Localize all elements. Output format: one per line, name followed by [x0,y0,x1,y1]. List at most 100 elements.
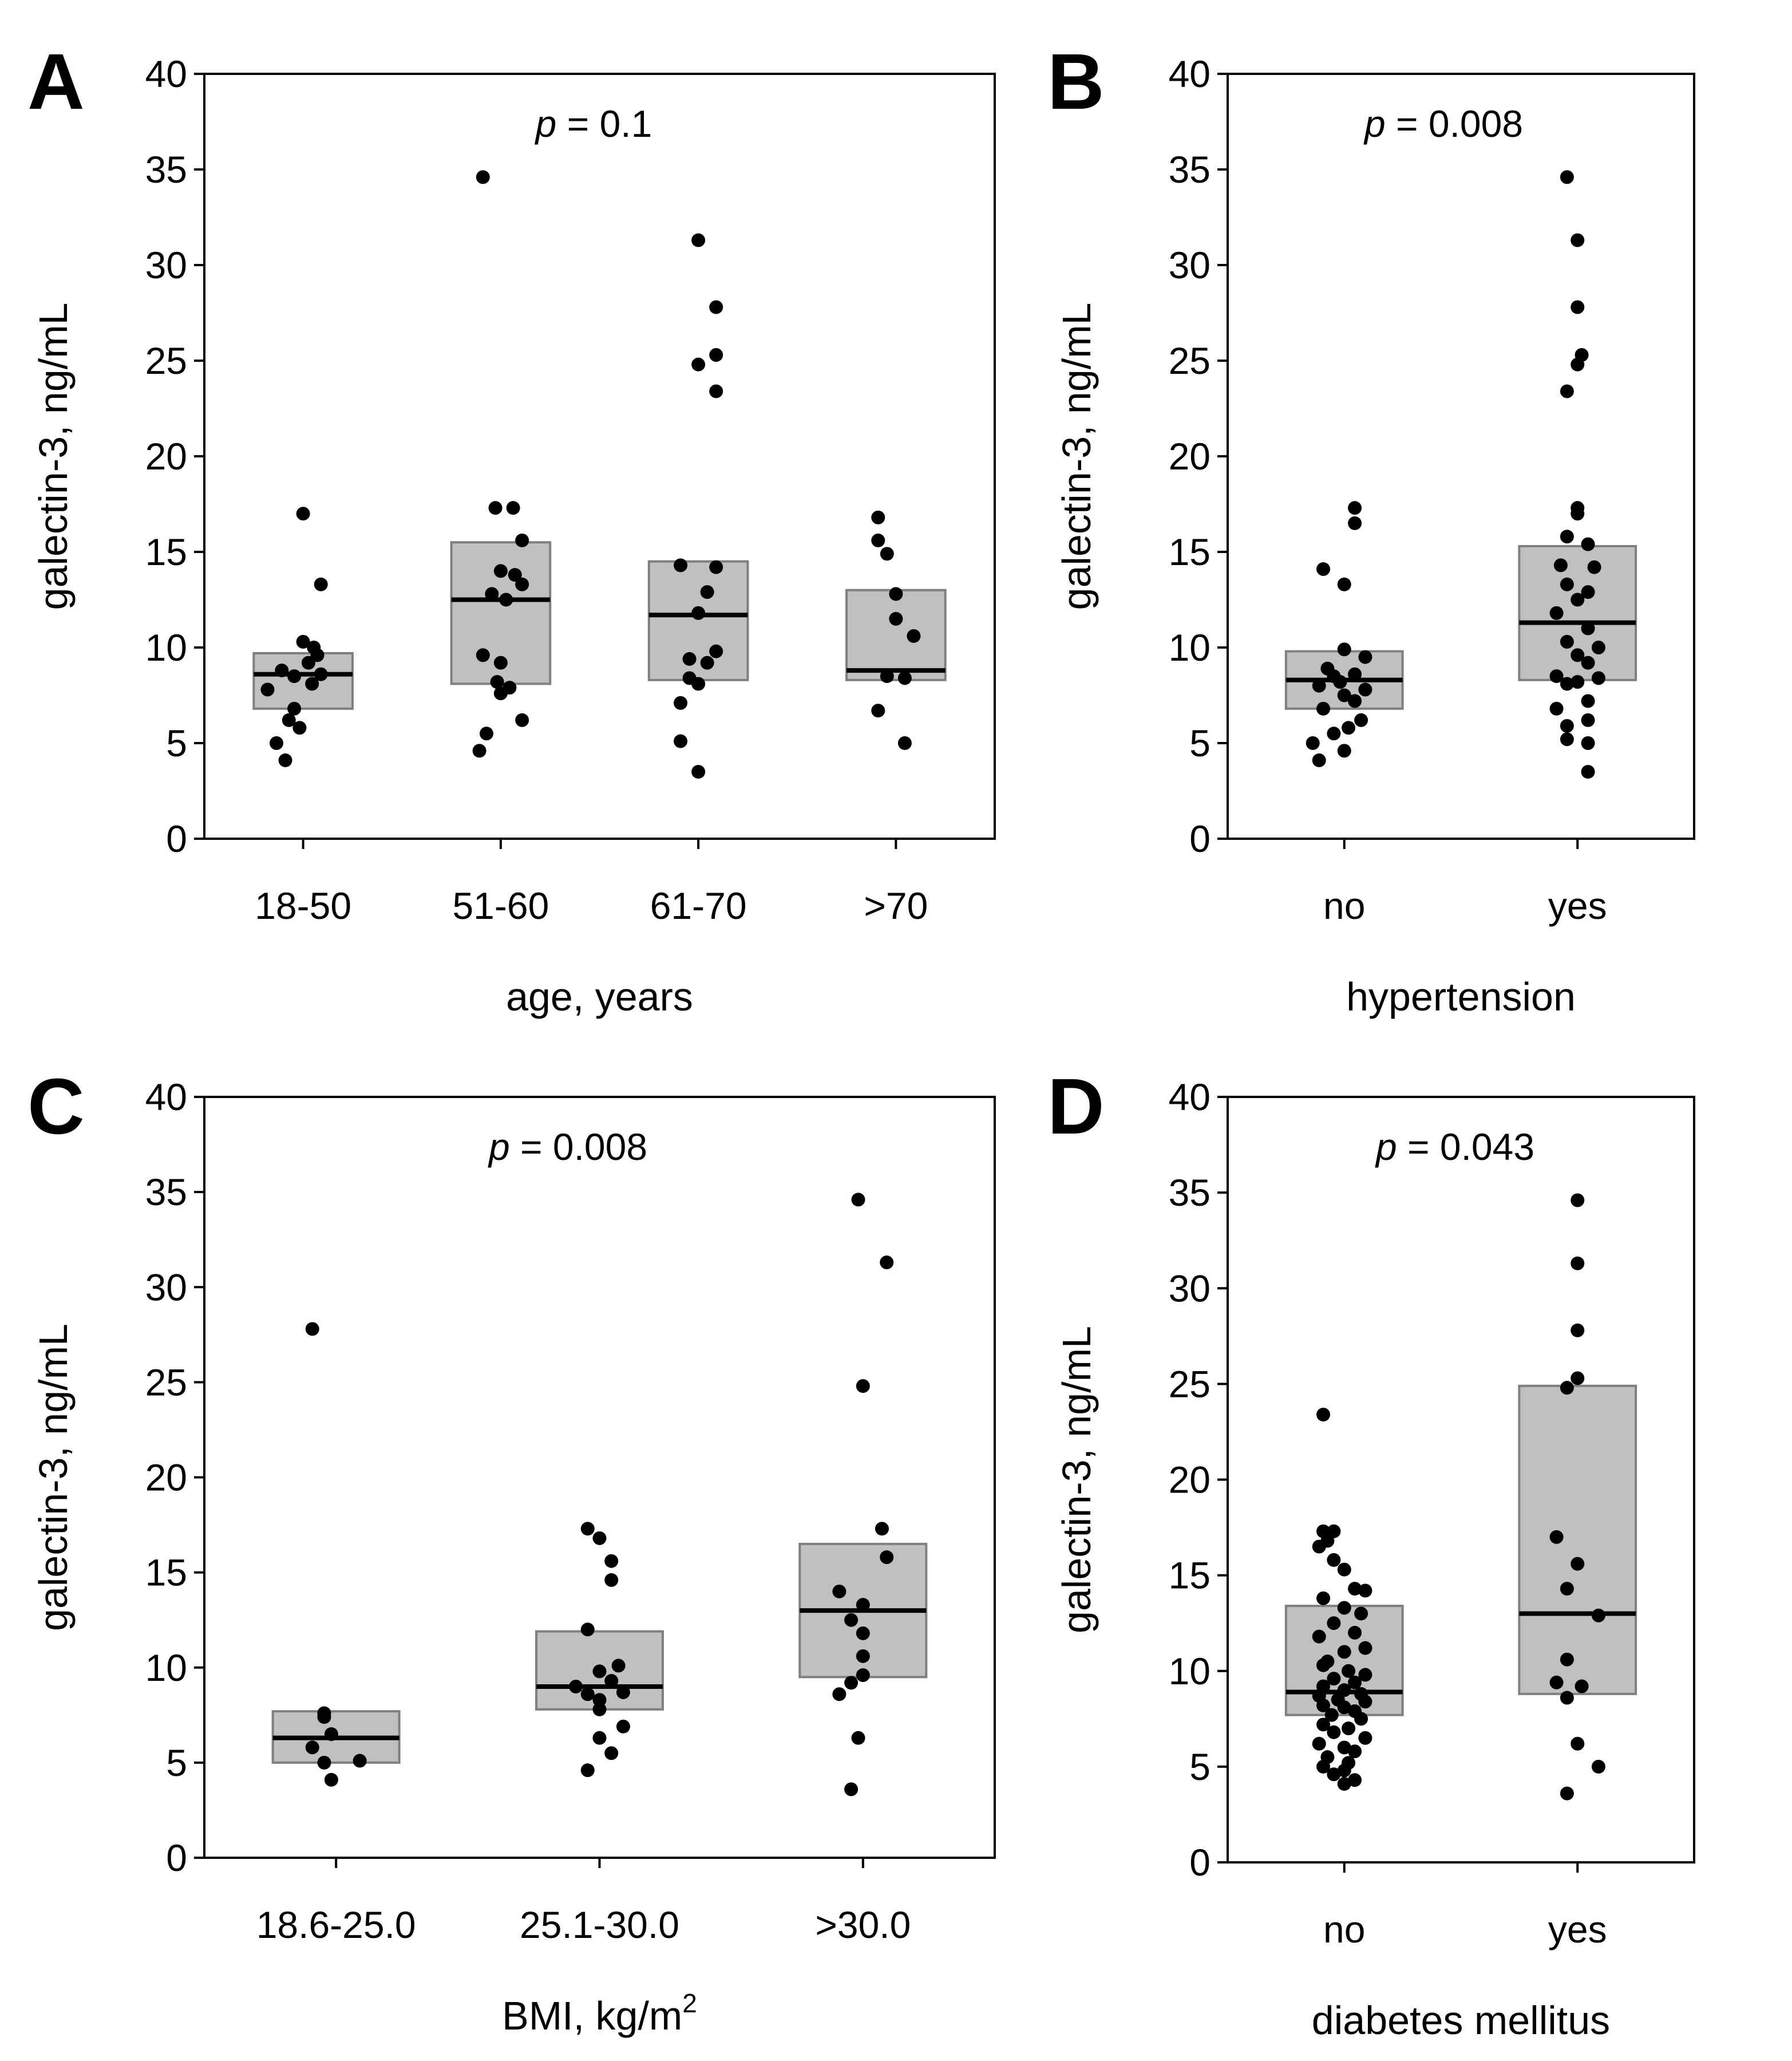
x-axis-label: age, years [506,974,693,1019]
data-point [897,671,912,685]
data-point [1316,1698,1331,1712]
data-point [282,713,296,727]
data-point [880,1255,894,1270]
data-point [1316,1718,1331,1732]
data-point [851,1193,865,1207]
data-point [515,713,529,727]
data-point [580,1763,595,1778]
panel-letter: B [1047,38,1105,126]
data-point [305,677,319,691]
data-point [1560,1691,1574,1705]
data-point [307,641,321,654]
data-point [476,648,490,662]
data-point [292,721,307,735]
data-point [1316,1658,1331,1672]
data-point [1581,537,1595,551]
data-point [674,696,688,710]
data-point [871,510,885,524]
data-point [880,1550,894,1565]
data-point [1549,1530,1564,1544]
data-point [871,704,885,718]
data-point [1312,1539,1326,1554]
data-point [700,585,714,599]
data-point [604,1746,619,1760]
data-point [856,1626,870,1640]
data-point [1358,1695,1372,1709]
data-point [1571,1557,1585,1571]
data-point [1571,648,1585,662]
y-tick-label: 15 [1169,1554,1211,1597]
x-tick-label: 18.6-25.0 [256,1904,416,1946]
data-point [1571,1323,1585,1337]
data-point [1316,1759,1331,1774]
data-point [592,1731,607,1745]
data-point [709,384,723,398]
data-point [611,1659,626,1673]
data-point [305,1322,319,1336]
data-point [305,1740,319,1755]
data-point [889,587,903,601]
y-tick-label: 40 [1169,1076,1211,1118]
data-point [1560,384,1574,398]
y-axis-label: galectin-3, ng/mL [31,1324,76,1631]
data-point [1560,1652,1574,1667]
x-tick-label: yes [1548,1908,1607,1951]
y-tick-label: 5 [166,722,187,764]
y-tick-label: 40 [145,53,187,95]
y-tick-label: 5 [166,1742,187,1784]
data-point [844,1613,859,1627]
panel-letter: C [27,1063,85,1151]
data-point [287,701,302,716]
data-point [480,727,494,741]
x-tick-label: 51-60 [452,885,549,927]
data-point [1337,1740,1351,1755]
data-point [1337,744,1351,758]
y-tick-label: 15 [1169,531,1211,573]
data-point [1581,585,1595,599]
y-tick-label: 0 [166,818,187,860]
data-point [832,1584,846,1598]
data-point [1342,721,1356,735]
data-point [1560,530,1574,544]
data-point [1327,1616,1341,1630]
y-axis-label: galectin-3, ng/mL [31,303,76,610]
data-point [1327,1725,1341,1739]
data-point [490,675,504,689]
data-point [592,1664,607,1679]
y-tick-label: 35 [1169,1171,1211,1214]
p-value-annotation: p = 0.043 [1375,1126,1534,1168]
data-point [1571,675,1585,689]
y-tick-label: 20 [1169,1459,1211,1501]
data-point [317,1755,331,1770]
data-point [270,736,284,750]
data-point [1549,606,1564,620]
data-point [472,744,486,758]
y-tick-label: 10 [145,1647,187,1689]
data-point [1348,1625,1362,1640]
data-point [604,1554,619,1568]
data-point [1312,678,1326,693]
data-point [1581,621,1595,635]
data-point [301,656,315,670]
y-tick-label: 30 [145,244,187,286]
data-point [1316,701,1331,716]
data-point [314,577,328,591]
data-point [1575,348,1589,362]
p-value-annotation: p = 0.1 [535,102,652,145]
data-point [1312,1629,1326,1644]
iqr-box [647,560,749,681]
data-point [1571,1736,1585,1751]
data-point [488,501,503,515]
data-point [506,501,520,515]
data-point [1571,1256,1585,1270]
data-point [1560,718,1574,733]
x-tick-label: no [1323,885,1365,927]
data-point [1358,682,1372,697]
data-point [1348,501,1362,515]
data-point [1591,1759,1605,1774]
data-point [1348,1744,1362,1759]
data-point [856,1649,870,1663]
data-point [1581,656,1595,670]
iqr-box [845,589,947,681]
data-point [1348,1773,1362,1787]
